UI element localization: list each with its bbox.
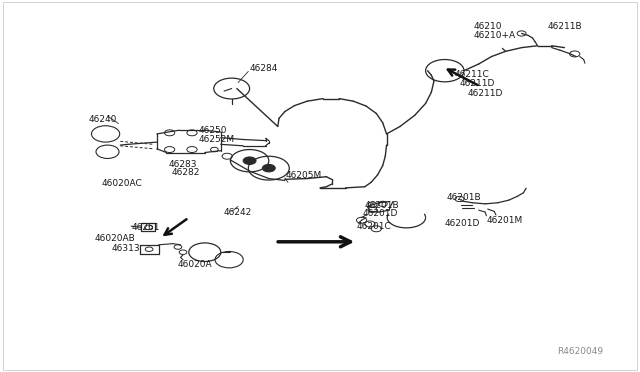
Text: 46282: 46282 [172,169,200,177]
Circle shape [243,157,256,164]
Circle shape [262,164,275,172]
Text: 46242: 46242 [224,208,252,217]
Text: 46211C: 46211C [454,70,489,79]
Text: 46020A: 46020A [178,260,212,269]
Text: 46240: 46240 [88,115,116,124]
Text: 46201D: 46201D [445,219,480,228]
Text: 46211D: 46211D [467,89,502,97]
Text: 46201M: 46201M [486,216,523,225]
Text: 46313: 46313 [112,244,141,253]
Text: 46210+A: 46210+A [474,31,516,40]
Text: 46201C: 46201C [356,222,391,231]
Text: 46205M: 46205M [285,171,322,180]
Text: 46211B: 46211B [547,22,582,31]
Text: 46283: 46283 [168,160,197,169]
Text: 46210: 46210 [474,22,502,31]
Text: 46211D: 46211D [460,79,495,88]
Text: 46250: 46250 [198,126,227,135]
Text: 46020AC: 46020AC [101,179,142,187]
Text: 46201D: 46201D [363,209,398,218]
Text: 46020AB: 46020AB [95,234,136,243]
Text: R4620049: R4620049 [557,347,603,356]
Text: 46252M: 46252M [198,135,234,144]
Text: 46284: 46284 [250,64,278,73]
Text: 46201B: 46201B [365,201,399,210]
Text: 46261: 46261 [131,223,160,232]
Text: 46201B: 46201B [447,193,481,202]
